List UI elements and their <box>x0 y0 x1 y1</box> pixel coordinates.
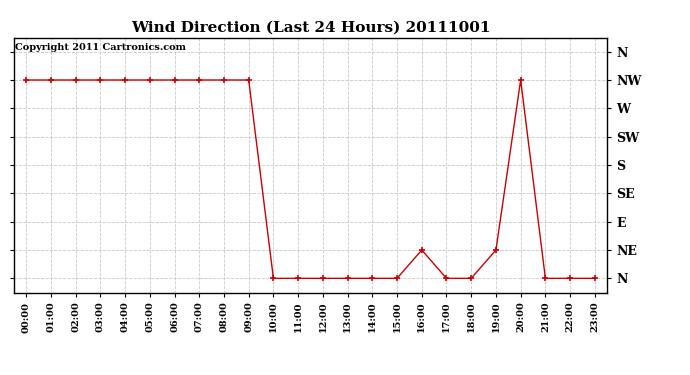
Title: Wind Direction (Last 24 Hours) 20111001: Wind Direction (Last 24 Hours) 20111001 <box>130 21 491 35</box>
Text: Copyright 2011 Cartronics.com: Copyright 2011 Cartronics.com <box>15 43 186 52</box>
